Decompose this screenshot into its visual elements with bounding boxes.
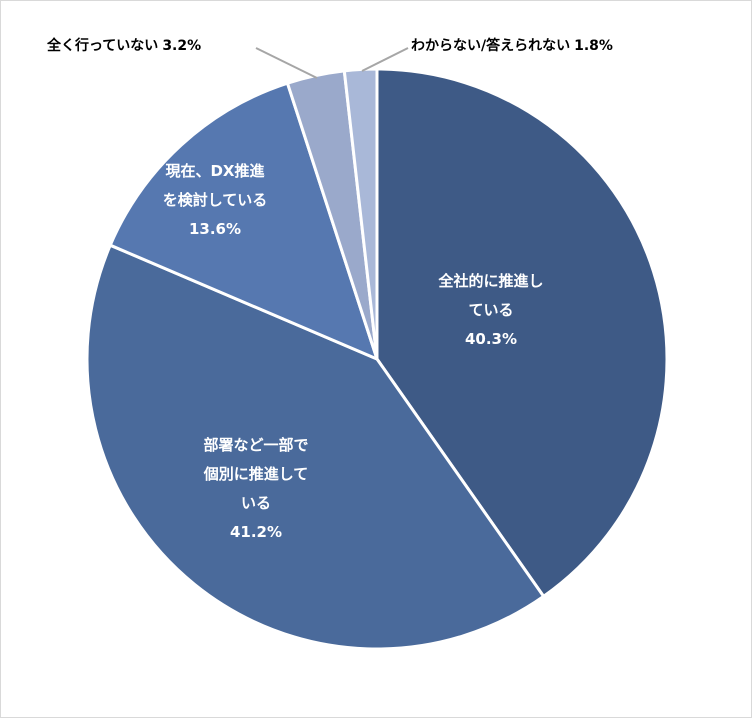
pie-slice-2 [108, 81, 379, 361]
slice-label-company-wide: 全社的に推進し ている 40.3% [431, 267, 551, 354]
slice-label-line: 現在、DX推進 [165, 162, 265, 180]
slice-label-line: を検討している [162, 191, 268, 209]
slice-label-line: 個別に推進して [203, 465, 309, 483]
slice-label-line: ている [468, 301, 514, 319]
pie-slice-1 [85, 243, 546, 651]
pie-slice-4 [342, 67, 379, 361]
slice-label-line: 全社的に推進し [438, 272, 544, 290]
pie-slice-0 [375, 67, 669, 598]
slice-label-department: 部署など一部で 個別に推進して いる 41.2% [191, 431, 321, 547]
slice-label-line: 部署など一部で [203, 436, 309, 454]
leader-lines [255, 47, 409, 79]
slice-label-line: わからない/答えられない [411, 38, 571, 54]
leader-line-slice-3 [255, 47, 318, 79]
slice-label-line: いる [240, 494, 271, 512]
slice-label-not-at-all: 全く行っていない 3.2% [47, 36, 201, 56]
slice-value-label: 13.6% [188, 220, 242, 238]
slice-label-unknown: わからない/答えられない 1.8% [411, 36, 613, 56]
slice-label-considering: 現在、DX推進 を検討している 13.6% [153, 157, 277, 244]
pie-slices [85, 67, 669, 651]
slice-value-label: 1.8% [574, 38, 613, 54]
slice-value-label: 3.2% [162, 38, 202, 54]
slice-value-label: 40.3% [464, 330, 518, 348]
slice-value-label: 41.2% [229, 523, 283, 541]
leader-line-slice-4 [361, 47, 409, 72]
slice-label-line: 全く行っていない [47, 38, 159, 54]
